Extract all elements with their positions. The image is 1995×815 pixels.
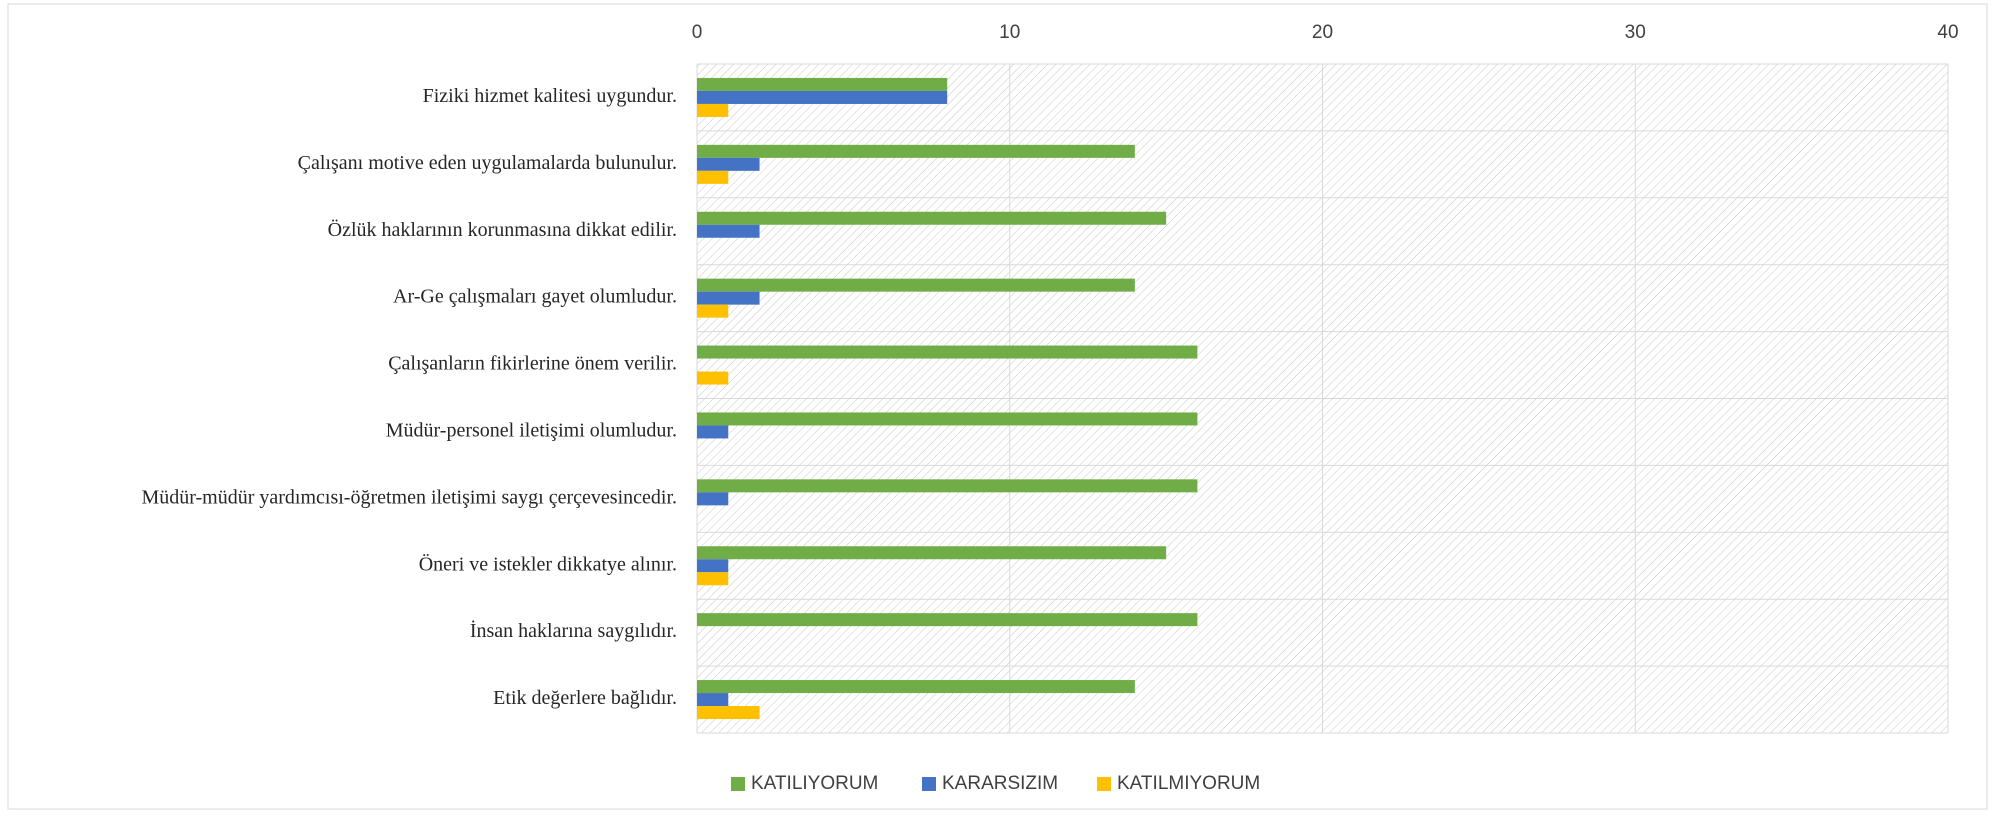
legend-label: KATILMIYORUM xyxy=(1117,773,1260,794)
y-tick-label: Öneri ve istekler dikkatye alınır. xyxy=(419,552,677,575)
bar xyxy=(697,304,729,318)
bar xyxy=(697,157,760,171)
bar xyxy=(697,170,729,184)
bar xyxy=(697,224,760,238)
bar xyxy=(697,479,1198,493)
bar xyxy=(697,77,948,91)
bar xyxy=(697,693,729,707)
x-tick-label: 30 xyxy=(1625,22,1646,43)
bar xyxy=(697,371,729,385)
bar xyxy=(697,425,729,439)
y-tick-label: Özlük haklarının korunmasına dikkat edil… xyxy=(328,218,677,241)
y-tick-label: Çalışanı motive eden uygulamalarda bulun… xyxy=(298,152,677,174)
bar xyxy=(697,572,729,586)
legend-label: KARARSIZIM xyxy=(942,773,1058,794)
bar xyxy=(697,613,1198,627)
bar xyxy=(697,559,729,573)
bar xyxy=(697,211,1167,225)
bar xyxy=(697,291,760,305)
y-tick-label: Ar-Ge çalışmaları gayet olumludur. xyxy=(393,286,677,308)
bar xyxy=(697,546,1167,560)
y-tick-label: Çalışanların fikirlerine önem verilir. xyxy=(388,353,677,375)
legend-swatch xyxy=(731,777,745,791)
bar xyxy=(697,680,1135,694)
bar xyxy=(697,412,1198,426)
legend-swatch xyxy=(1097,777,1111,791)
x-tick-label: 40 xyxy=(1937,22,1958,43)
bar xyxy=(697,144,1135,158)
bar xyxy=(697,278,1135,292)
y-tick-label: Müdür-müdür yardımcısı-öğretmen iletişim… xyxy=(141,486,677,508)
bar xyxy=(697,706,760,720)
y-tick-label: Fiziki hizmet kalitesi uygundur. xyxy=(423,85,677,107)
x-tick-label: 20 xyxy=(1312,22,1333,43)
legend-label: KATILIYORUM xyxy=(751,773,878,794)
bar xyxy=(697,90,948,104)
bar xyxy=(697,492,729,506)
y-tick-label: İnsan haklarına saygılıdır. xyxy=(470,619,677,642)
legend-swatch xyxy=(922,777,936,791)
y-tick-label: Müdür-personel iletişimi olumludur. xyxy=(386,420,677,442)
bar xyxy=(697,345,1198,359)
bar xyxy=(697,103,729,117)
x-tick-label: 10 xyxy=(999,22,1020,43)
x-tick-label: 0 xyxy=(692,22,703,43)
y-tick-label: Etik değerlere bağlıdır. xyxy=(493,687,677,709)
